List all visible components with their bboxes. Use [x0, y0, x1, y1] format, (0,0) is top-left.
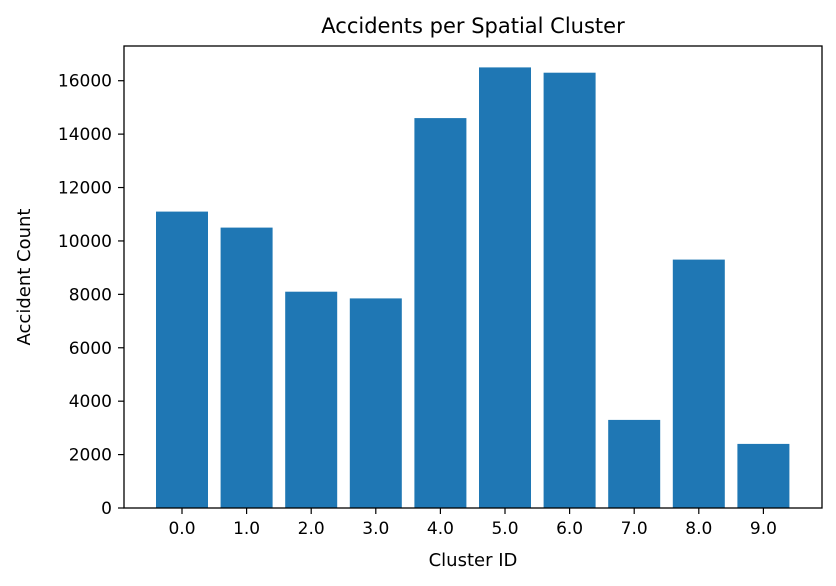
y-tick-label: 10000	[58, 232, 112, 252]
y-tick-label: 12000	[58, 179, 112, 199]
x-tick-label: 4.0	[427, 519, 454, 539]
x-tick-label: 6.0	[556, 519, 583, 539]
x-tick-label: 3.0	[362, 519, 389, 539]
bars-group	[156, 67, 790, 509]
bar-8.0	[672, 259, 725, 508]
bar-9.0	[737, 443, 790, 508]
y-tick-label: 0	[101, 499, 112, 519]
x-tick-label: 9.0	[750, 519, 777, 539]
x-axis: 0.0 1.0 2.0 3.0 4.0 5.0 6.0 7.0 8.0 9.0	[168, 508, 777, 539]
y-tick-label: 14000	[58, 125, 112, 145]
y-axis-label: Accident Count	[14, 209, 35, 346]
y-tick-label: 6000	[69, 339, 112, 359]
plot-frame	[123, 45, 823, 509]
y-tick-label: 4000	[69, 392, 112, 412]
bar-0.0	[156, 211, 208, 508]
x-tick-label: 2.0	[298, 519, 325, 539]
x-tick-label: 7.0	[621, 519, 648, 539]
bar-7.0	[608, 419, 661, 508]
bar-1.0	[220, 227, 273, 508]
y-axis: 0 2000 4000 6000 8000 10000 12000 14000 16000	[58, 72, 124, 519]
bar-4.0	[414, 118, 467, 508]
chart-title: Accidents per Spatial Cluster	[321, 14, 625, 38]
bar-2.0	[285, 291, 338, 508]
x-axis-label: Cluster ID	[429, 550, 518, 571]
y-tick-label: 8000	[69, 285, 112, 305]
x-tick-label: 8.0	[685, 519, 712, 539]
bar-6.0	[543, 72, 596, 508]
x-tick-label: 5.0	[491, 519, 518, 539]
y-tick-label: 2000	[69, 446, 112, 466]
x-tick-label: 0.0	[168, 519, 195, 539]
bar-3.0	[349, 298, 402, 508]
y-tick-label: 16000	[58, 72, 112, 92]
x-tick-label: 1.0	[233, 519, 260, 539]
bar-5.0	[479, 67, 531, 509]
